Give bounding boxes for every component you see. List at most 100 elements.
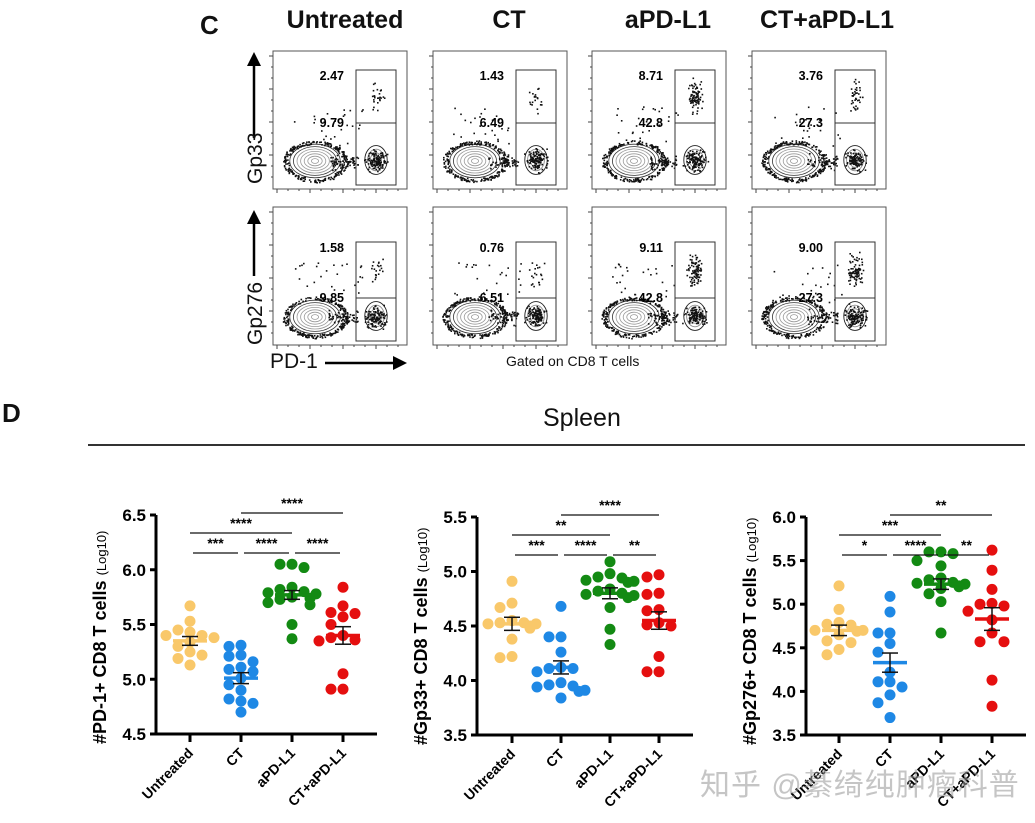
event-dot — [301, 176, 303, 179]
data-point — [247, 697, 259, 709]
event-dot — [480, 297, 483, 299]
event-dot — [609, 306, 612, 308]
event-dot — [796, 181, 798, 184]
data-point — [349, 608, 361, 620]
event-dot — [304, 176, 306, 179]
event-dot — [443, 166, 446, 168]
event-dot — [454, 330, 457, 333]
event-dot — [688, 317, 691, 319]
event-dot — [766, 150, 769, 153]
event-dot — [494, 332, 496, 335]
event-dot — [675, 163, 678, 166]
event-dot — [660, 313, 663, 315]
event-dot — [529, 162, 531, 165]
event-dot — [813, 315, 816, 317]
flow-plot-frame — [751, 50, 887, 190]
event-dot — [791, 335, 793, 337]
event-dot — [650, 178, 653, 181]
event-dot — [691, 99, 694, 101]
event-dot — [801, 180, 804, 183]
event-dot — [826, 163, 828, 166]
event-dot — [535, 309, 537, 311]
event-dot — [853, 314, 855, 317]
event-dot — [769, 170, 772, 172]
event-dot — [660, 306, 663, 309]
event-dot — [851, 320, 854, 323]
event-dot — [337, 331, 339, 333]
event-dot — [507, 161, 510, 164]
event-dot — [807, 316, 809, 318]
event-dot — [774, 174, 777, 177]
event-dot — [697, 169, 699, 171]
event-dot — [675, 159, 678, 162]
event-dot — [770, 325, 772, 328]
event-dot — [321, 130, 323, 132]
event-dot — [639, 181, 641, 183]
event-dot — [368, 152, 371, 155]
event-dot — [470, 179, 473, 181]
event-dot — [693, 271, 696, 274]
event-dot — [641, 143, 644, 146]
y-axis-label: #Gp276+ CD8 T cells (Log10) — [740, 518, 760, 745]
event-dot — [538, 87, 540, 90]
event-dot — [385, 162, 387, 165]
event-dot — [823, 108, 825, 110]
event-dot — [456, 331, 459, 333]
gate-lower — [674, 297, 716, 342]
event-dot — [486, 289, 488, 292]
event-dot — [505, 317, 507, 319]
event-dot — [830, 162, 833, 164]
event-dot — [377, 97, 379, 99]
contour-line — [460, 151, 490, 172]
event-dot — [661, 317, 664, 320]
event-dot — [656, 327, 659, 329]
event-dot — [692, 157, 694, 159]
event-dot — [330, 176, 332, 179]
data-point — [286, 558, 298, 570]
event-dot — [541, 153, 543, 156]
event-dot — [501, 128, 503, 130]
event-dot — [697, 264, 700, 267]
event-dot — [805, 300, 807, 303]
event-dot — [619, 179, 622, 181]
event-dot — [368, 310, 370, 313]
event-dot — [703, 323, 706, 325]
event-dot — [373, 317, 375, 320]
event-dot — [861, 281, 864, 284]
event-dot — [612, 330, 615, 332]
event-dot — [474, 142, 476, 144]
event-dot — [660, 164, 663, 167]
event-dot — [865, 315, 867, 318]
event-dot — [692, 160, 694, 163]
event-dot — [369, 311, 371, 313]
event-dot — [300, 177, 302, 180]
event-dot — [694, 88, 697, 90]
event-dot — [806, 130, 809, 132]
event-dot — [443, 320, 445, 322]
event-dot — [816, 304, 819, 307]
event-dot — [307, 297, 309, 299]
event-dot — [460, 179, 463, 181]
event-dot — [850, 318, 853, 320]
event-dot — [846, 319, 848, 321]
event-dot — [762, 315, 765, 318]
event-dot — [849, 159, 852, 162]
event-dot — [692, 167, 694, 169]
event-dot — [862, 96, 864, 99]
event-dot — [463, 300, 465, 303]
event-dot — [705, 156, 707, 159]
event-dot — [651, 166, 653, 169]
event-dot — [852, 95, 854, 97]
event-dot — [651, 176, 654, 179]
data-point — [325, 619, 337, 630]
gate-upper-percent: 2.47 — [320, 69, 344, 83]
event-dot — [665, 320, 668, 322]
event-dot — [528, 166, 531, 168]
contour-line — [786, 311, 802, 323]
event-dot — [793, 143, 796, 146]
event-dot — [605, 325, 607, 327]
event-dot — [496, 304, 498, 307]
data-point — [274, 558, 286, 570]
event-dot — [329, 319, 331, 321]
event-dot — [855, 283, 857, 286]
